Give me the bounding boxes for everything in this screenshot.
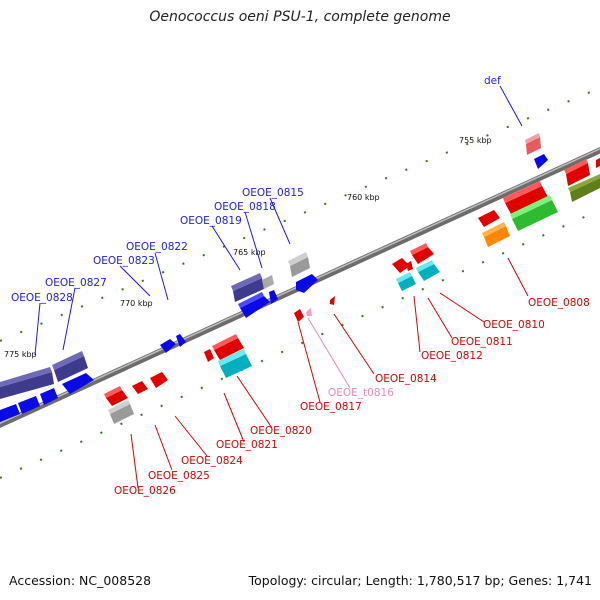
gene-oeoe-0822[interactable] [160, 339, 176, 353]
label-oeoe-0825[interactable]: OEOE_0825 [148, 470, 210, 482]
genome-stats-text: Topology: circular; Length: 1,780,517 bp… [248, 573, 592, 588]
gene-oeoe-0815[interactable] [290, 257, 310, 277]
gene-oeoe-0818[interactable] [262, 275, 274, 289]
gene-red-b[interactable] [596, 158, 600, 168]
label-oeoe-0814[interactable]: OEOE_0814 [375, 373, 437, 385]
scale-label-770: 770 kbp [120, 299, 153, 308]
scale-label-775: 775 kbp [4, 350, 37, 359]
gene-red-f[interactable] [406, 261, 413, 271]
gene-blue-c[interactable] [240, 296, 270, 318]
map-title: Oenococcus oeni PSU-1, complete genome [149, 9, 451, 25]
label-oeoe-0820[interactable]: OEOE_0820 [250, 425, 312, 437]
label-def[interactable]: def [484, 75, 501, 87]
label-oeoe-0821[interactable]: OEOE_0821 [216, 439, 278, 451]
gene-orange[interactable] [484, 226, 510, 247]
label-oeoe-0822[interactable]: OEOE_0822 [126, 241, 188, 253]
gene-blue-e[interactable] [176, 334, 186, 347]
gene-oeoe-0824[interactable] [150, 372, 168, 388]
label-oeoe-0811[interactable]: OEOE_0811 [451, 336, 513, 348]
label-oeoe-0815[interactable]: OEOE_0815 [242, 187, 304, 199]
gene-oeoe-0810[interactable] [412, 247, 434, 264]
gene-oeoe-0825[interactable] [132, 381, 148, 394]
label-oeoe-0824[interactable]: OEOE_0824 [181, 455, 243, 467]
gene-red-d[interactable] [478, 210, 500, 227]
gene-oeoe-0812[interactable] [398, 276, 416, 291]
genes-bottom [104, 181, 558, 424]
gene-def[interactable] [526, 137, 541, 155]
label-oeoe-0827[interactable]: OEOE_0827 [45, 277, 107, 289]
gene-red-a[interactable] [566, 163, 590, 186]
label-oeoe-0812[interactable]: OEOE_0812 [421, 350, 483, 362]
scale-label-755: 755 kbp [459, 136, 492, 145]
gene-blue-g[interactable] [40, 388, 58, 405]
gene-blue-f[interactable] [62, 373, 94, 394]
label-oeoe-0819[interactable]: OEOE_0819 [180, 215, 242, 227]
label-oeoe-0828[interactable]: OEOE_0828 [11, 292, 73, 304]
label-oeoe-0817[interactable]: OEOE_0817 [300, 401, 362, 413]
gene-olive[interactable] [570, 178, 600, 202]
gene-oeoe-0811[interactable] [418, 264, 440, 281]
gene-oeoe-0828[interactable] [0, 372, 54, 399]
gene-red-h[interactable] [106, 390, 128, 406]
gene-oeoe-0819[interactable] [233, 278, 264, 302]
gene-blue-d[interactable] [269, 290, 278, 304]
gene-blue-i[interactable] [0, 404, 20, 422]
label-oeoe-t0816[interactable]: OEOE_t0816 [328, 387, 394, 399]
accession-text: Accession: NC_008528 [9, 573, 152, 588]
label-oeoe-0823[interactable]: OEOE_0823 [93, 255, 155, 267]
gene-blue-a[interactable] [534, 154, 548, 169]
label-oeoe-0810[interactable]: OEOE_0810 [483, 319, 545, 331]
tick-track-outer [0, 87, 600, 342]
gene-oeoe-0820[interactable] [220, 354, 252, 378]
gene-labels: def OEOE_0815 OEOE_0818 OEOE_0819 OEOE_0… [11, 75, 590, 497]
gene-oeoe-0827[interactable] [54, 356, 88, 382]
label-oeoe-0818[interactable]: OEOE_0818 [214, 201, 276, 213]
gene-blue-h[interactable] [18, 396, 40, 414]
gene-red-g[interactable] [204, 349, 214, 362]
scale-label-765: 765 kbp [233, 248, 266, 257]
gene-oeoe-t0816[interactable] [306, 308, 312, 316]
gene-blue-b[interactable] [296, 274, 318, 293]
gene-oeoe-0821[interactable] [214, 338, 244, 360]
gene-oeoe-0817[interactable] [294, 309, 304, 322]
label-oeoe-0826[interactable]: OEOE_0826 [114, 485, 176, 497]
scale-label-760: 760 kbp [347, 193, 380, 202]
gene-oeoe-0814[interactable] [330, 296, 335, 305]
leader-lines [34, 85, 529, 489]
gene-oeoe-0826[interactable] [110, 404, 134, 424]
genes-top [0, 133, 600, 422]
gene-green[interactable] [512, 200, 558, 231]
gene-red-e[interactable] [392, 258, 410, 273]
gene-red-c[interactable] [505, 186, 548, 214]
label-oeoe-0808[interactable]: OEOE_0808 [528, 297, 590, 309]
